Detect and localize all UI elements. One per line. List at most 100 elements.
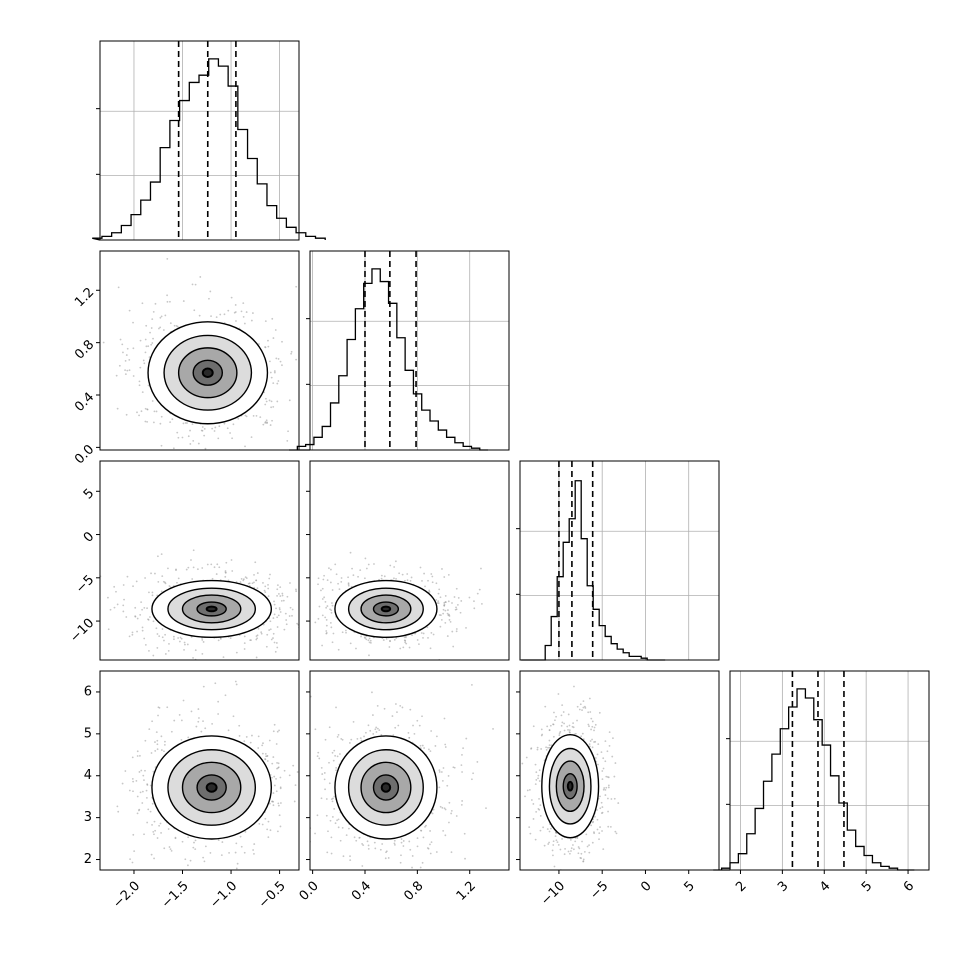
scatter-point [177,637,180,639]
scatter-point [401,706,404,709]
scatter-point [403,636,406,639]
scatter-point [438,588,441,591]
scatter-point [264,346,267,349]
scatter-point [586,845,589,848]
scatter-point [340,580,343,583]
scatter-point [601,778,604,781]
scatter-point [283,628,286,631]
scatter-point [358,836,361,839]
x-tick-label: 0 [638,879,654,895]
scatter-point [275,642,278,644]
scatter-point [455,628,458,630]
scatter-point [602,757,605,760]
scatter-point [264,397,267,400]
scatter-point [152,337,154,340]
scatter-point [306,746,308,748]
scatter-point [443,807,446,810]
scatter-point [276,646,279,649]
scatter-point [332,759,335,762]
scatter-point [610,798,613,800]
scatter-point [249,741,252,744]
scatter-point [296,771,299,773]
scatter-point [164,582,167,585]
scatter-point [277,804,280,807]
scatter-point [540,734,543,737]
scatter-point [268,577,271,580]
x-tick-label: 5 [859,879,875,895]
scatter-point [444,601,447,603]
scatter-point [352,574,355,577]
scatter-point [378,729,381,732]
scatter-point [602,788,605,791]
scatter-point [146,408,149,411]
scatter-point [438,771,441,773]
scatter-point [230,559,233,561]
scatter-point [604,740,607,743]
scatter-point [252,312,254,314]
scatter-point [333,807,336,810]
scatter-point [192,846,195,849]
scatter-point [151,823,153,826]
scatter-point [396,711,398,714]
scatter-point [563,729,566,732]
scatter-point [194,283,197,286]
scatter-point [601,830,603,832]
x-tick-label: −1.0 [207,879,240,912]
scatter-point [255,415,258,417]
scatter-point [163,744,166,746]
scatter-point [409,708,412,711]
scatter-point [125,413,128,416]
scatter-point [402,845,405,847]
scatter-point [404,579,406,582]
scatter-point [277,614,280,617]
scatter-point [144,643,147,646]
scatter-point [552,854,554,857]
scatter-point [151,720,154,723]
scatter-point [262,582,264,584]
scatter-point [152,830,155,833]
scatter-point [457,597,460,599]
scatter-point [529,756,531,758]
scatter-point [552,735,555,738]
scatter-point [277,358,280,360]
scatter-point [540,728,543,731]
scatter-point [115,590,117,593]
scatter-point [95,406,97,408]
scatter-point [609,826,612,828]
scatter-point [607,810,609,813]
scatter-point [447,775,450,777]
scatter-point [279,586,282,588]
scatter-point [455,606,457,609]
scatter-point [331,816,334,818]
scatter-point [304,605,306,607]
scatter-point [118,364,121,367]
scatter-point [192,656,194,659]
scatter-point [421,861,424,864]
scatter-point [444,808,447,811]
scatter-point [525,756,528,759]
scatter-point [153,820,156,823]
scatter-point [463,832,466,835]
scatter-point [275,790,278,793]
scatter-point [570,847,573,850]
scatter-point [416,639,419,641]
scatter-point [206,563,209,566]
scatter-point [422,636,424,639]
scatter-point [557,693,560,695]
scatter-point [145,789,148,792]
scatter-point [328,761,330,764]
scatter-point [125,616,128,618]
scatter-point [314,832,316,835]
scatter-point [145,324,148,327]
scatter-point [330,609,333,612]
scatter-point [237,417,240,420]
scatter-point [225,908,227,910]
x-tick-label: −2.0 [110,879,143,912]
scatter-point [612,737,614,740]
scatter-point [583,851,586,853]
scatter-point [167,567,169,570]
scatter-point [387,857,390,859]
scatter-point [116,603,119,606]
scatter-point [113,585,116,588]
scatter-point [156,743,159,746]
